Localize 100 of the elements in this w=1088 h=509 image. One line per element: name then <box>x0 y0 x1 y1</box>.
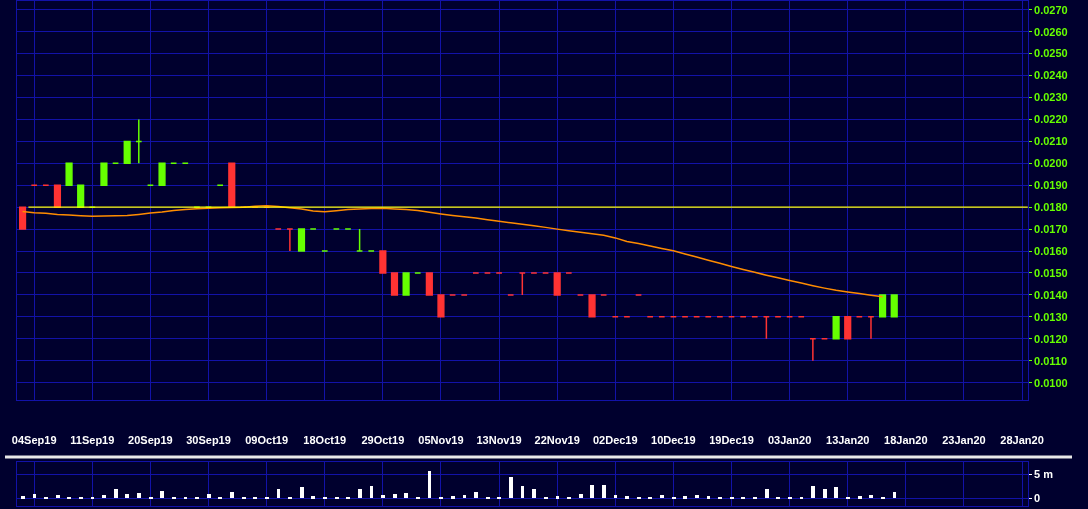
bar <box>752 497 757 500</box>
bar <box>729 497 734 500</box>
x-tick-label: 29Oct19 <box>361 434 405 447</box>
x-tick-label: 04Sep19 <box>11 434 57 447</box>
bar <box>403 493 408 499</box>
x-tick-label: 22Nov19 <box>534 434 580 447</box>
candlestick <box>437 294 445 318</box>
y-tick-label: 0.0130 <box>1034 310 1068 323</box>
y-tick-label: 0.0150 <box>1034 266 1068 279</box>
bar <box>496 497 501 500</box>
bar <box>647 497 652 500</box>
bar <box>473 492 478 499</box>
y-tick-label: 0.0190 <box>1034 179 1068 192</box>
bar <box>392 494 397 499</box>
x-tick-label: 23Jan20 <box>942 434 986 447</box>
y-tick-label: 0.0160 <box>1034 244 1068 257</box>
candlestick <box>100 162 108 186</box>
bar <box>380 495 385 499</box>
y-tick-label: 0.0250 <box>1034 47 1068 60</box>
y-tick-label: 0.0100 <box>1034 376 1068 389</box>
y-tick-label: 0.0110 <box>1034 354 1068 367</box>
bar <box>78 497 83 500</box>
bar <box>880 497 885 500</box>
y-tick-label: 0.0260 <box>1034 25 1068 38</box>
bar <box>20 496 25 500</box>
x-tick-label: 13Nov19 <box>476 434 522 447</box>
bar <box>159 491 164 499</box>
bar <box>101 495 106 499</box>
bar <box>682 496 687 500</box>
candlestick <box>390 272 399 296</box>
candlestick <box>890 294 898 318</box>
candlestick <box>425 272 433 296</box>
bar <box>462 495 466 499</box>
bar <box>764 489 769 499</box>
candlestick <box>135 118 143 165</box>
bar <box>136 493 141 499</box>
bar <box>310 496 315 500</box>
bar <box>810 486 815 499</box>
x-tick-label: 18Jan20 <box>884 434 928 447</box>
x-tick-label: 02Dec19 <box>592 434 638 447</box>
bar <box>787 497 792 500</box>
y-tick-label: 0.0140 <box>1034 288 1068 301</box>
bar <box>124 494 129 499</box>
bar <box>415 497 420 500</box>
bar <box>345 497 350 500</box>
bar <box>438 497 443 500</box>
bar <box>369 486 373 499</box>
bar <box>659 495 664 499</box>
bar <box>589 485 594 499</box>
bar <box>845 497 850 500</box>
bar <box>66 497 71 500</box>
bar <box>206 494 211 499</box>
candlestick <box>518 272 526 296</box>
bar <box>299 487 304 499</box>
candlestick <box>286 228 294 252</box>
y-tick-label: 5 m <box>1034 468 1054 481</box>
candlestick <box>879 294 887 318</box>
candlestick <box>588 294 596 318</box>
bar <box>892 492 896 499</box>
bar <box>543 497 548 500</box>
bar <box>822 489 827 499</box>
bar <box>264 497 269 500</box>
bar <box>717 497 722 500</box>
y-tick-label: 0.0240 <box>1034 69 1068 82</box>
candlestick <box>832 316 840 340</box>
candlestick <box>867 316 875 340</box>
line-series <box>21 205 884 298</box>
candlestick <box>379 250 387 274</box>
candlestick <box>53 184 62 208</box>
candlestick <box>356 228 364 252</box>
x-tick-label: 18Oct19 <box>303 434 347 447</box>
bar <box>194 497 199 500</box>
candlestick <box>809 338 817 362</box>
x-tick-label: 19Dec19 <box>709 434 754 447</box>
x-tick-label: 28Jan20 <box>1000 434 1044 447</box>
bar <box>322 497 327 500</box>
bar <box>601 485 606 499</box>
x-tick-label: 03Jan20 <box>767 434 812 447</box>
bar <box>148 497 153 500</box>
bar <box>706 496 710 500</box>
bar <box>485 497 490 500</box>
bar <box>55 495 60 499</box>
y-tick-label: 0.0180 <box>1034 201 1068 214</box>
bar <box>229 492 234 499</box>
bar <box>357 489 362 499</box>
bar <box>32 494 36 499</box>
candlestick <box>402 272 410 296</box>
bar <box>868 495 873 499</box>
candlestick <box>18 206 27 230</box>
x-tick-label: 05Nov19 <box>418 434 464 447</box>
y-tick-label: 0.0270 <box>1034 3 1068 16</box>
candlestick <box>228 162 236 208</box>
x-tick-label: 10Dec19 <box>651 434 696 447</box>
x-tick-label: 09Oct19 <box>245 434 289 447</box>
y-tick-label: 0.0210 <box>1034 135 1068 148</box>
bar <box>252 497 257 500</box>
x-tick-label: 13Jan20 <box>826 434 870 447</box>
bar <box>520 486 524 499</box>
bar <box>555 496 559 500</box>
bar <box>624 496 629 500</box>
